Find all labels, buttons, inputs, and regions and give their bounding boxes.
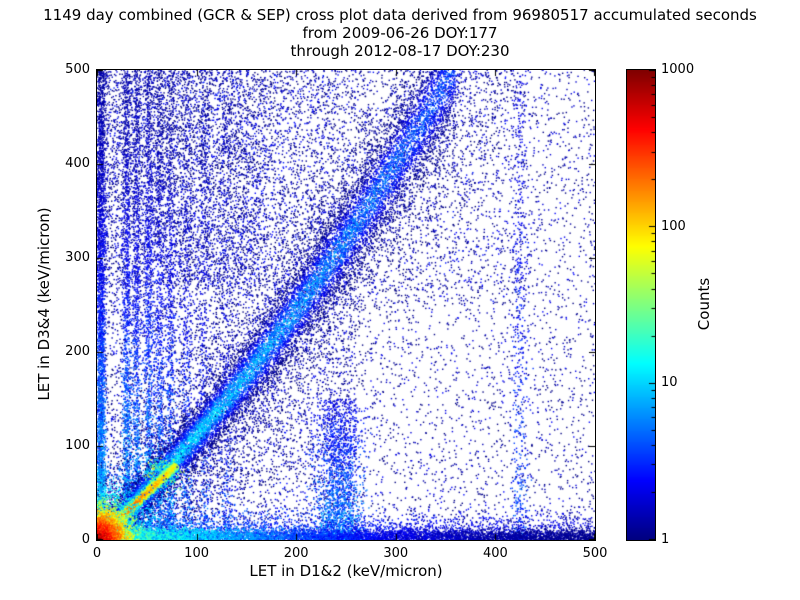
x-axis-label: LET in D1&2 (keV/micron) xyxy=(249,562,443,580)
y-tick-label: 500 xyxy=(65,62,90,77)
colorbar xyxy=(626,69,656,541)
y-tick-label: 300 xyxy=(65,250,90,265)
scatter-canvas xyxy=(97,70,595,540)
x-tick-label: 100 xyxy=(184,546,209,561)
y-tick-label: 0 xyxy=(81,532,90,547)
y-axis-label: LET in D3&4 (keV/micron) xyxy=(35,207,53,401)
y-tick-label: 100 xyxy=(65,438,90,453)
colorbar-tick-label: 1 xyxy=(661,532,670,547)
colorbar-label: Counts xyxy=(695,277,713,331)
y-tick-label: 400 xyxy=(65,156,90,171)
x-tick-label: 400 xyxy=(482,546,508,561)
chart-title: 1149 day combined (GCR & SEP) cross plot… xyxy=(0,6,800,60)
colorbar-tick-label: 10 xyxy=(661,375,678,391)
x-tick-label: 300 xyxy=(383,546,409,561)
y-tick-label: 200 xyxy=(65,344,90,359)
chart-title-line-2: from 2009-06-26 DOY:177 xyxy=(302,24,498,42)
chart-title-line-1: 1149 day combined (GCR & SEP) cross plot… xyxy=(43,6,757,24)
x-tick-label: 0 xyxy=(92,546,102,561)
colorbar-tick-label: 100 xyxy=(661,218,686,234)
x-tick-label: 500 xyxy=(582,546,608,561)
x-tick-label: 200 xyxy=(283,546,309,561)
chart-title-line-3: through 2012-08-17 DOY:230 xyxy=(290,42,510,60)
plot-area xyxy=(96,69,596,541)
colorbar-canvas xyxy=(627,70,655,540)
colorbar-tick-label: 1000 xyxy=(661,62,695,77)
